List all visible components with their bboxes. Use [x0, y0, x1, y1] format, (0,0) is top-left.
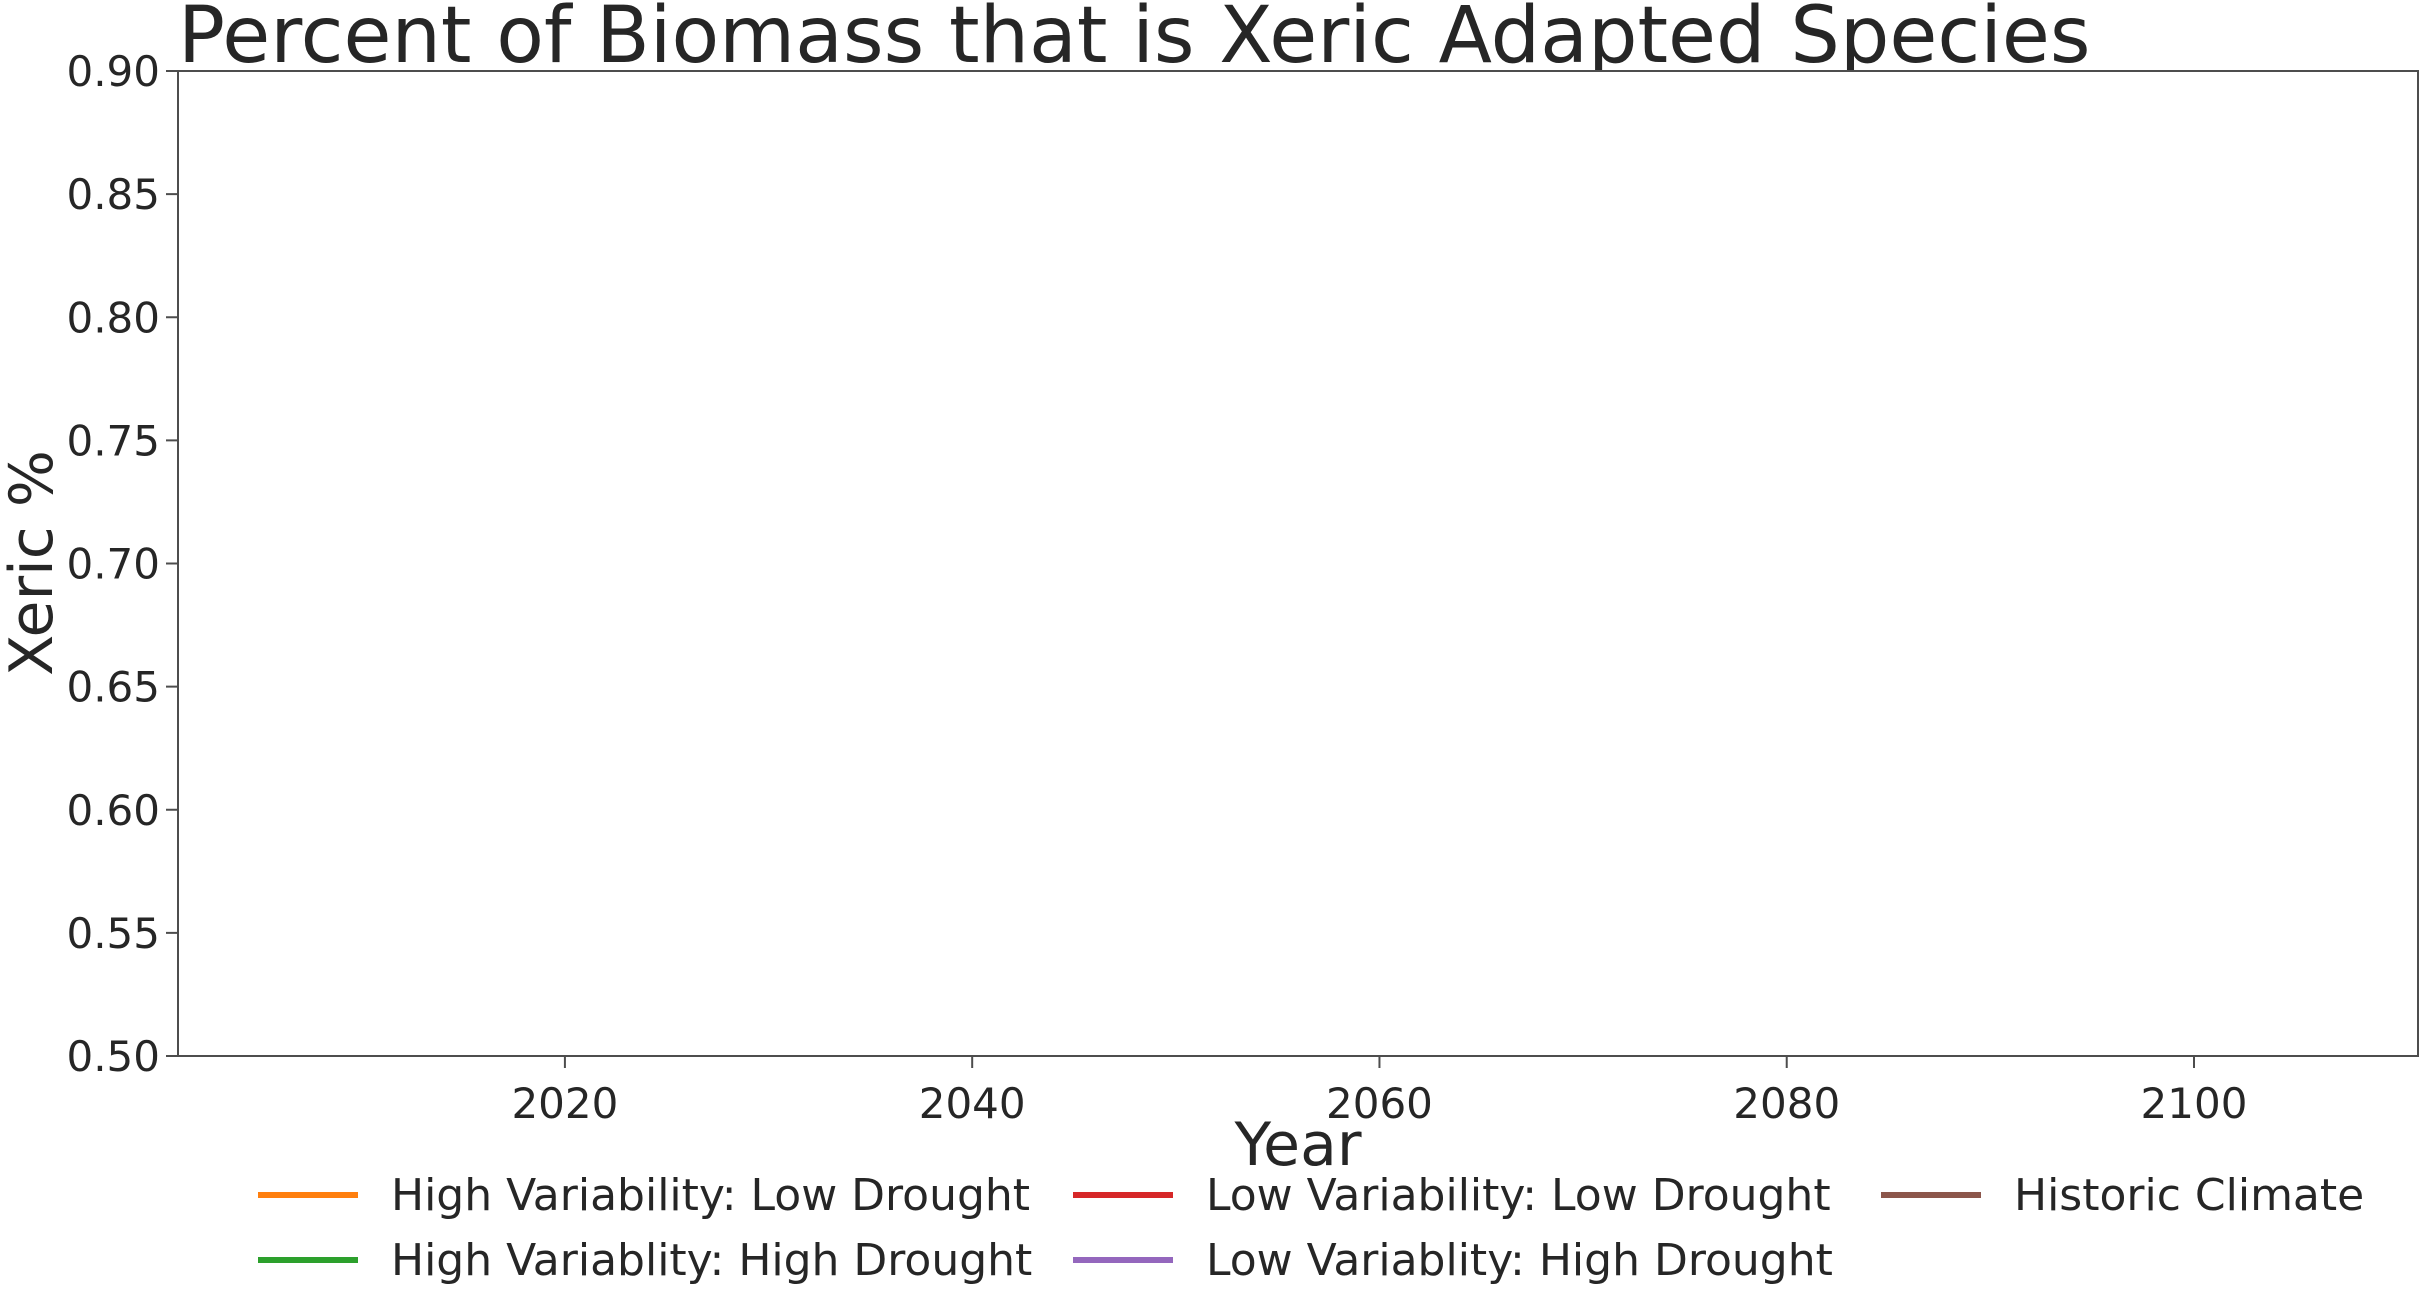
- y-tick-label: 0.50: [66, 1032, 160, 1081]
- legend: High Variability: Low Drought High Variab…: [258, 1170, 2364, 1286]
- chart-title: Percent of Biomass that is Xeric Adapted…: [178, 0, 2091, 81]
- y-axis: 0.50 0.55 0.60 0.65 0.70 0.75 0.80 0.85 0.90: [66, 47, 178, 1081]
- x-tick-label: 2080: [1733, 1079, 1840, 1128]
- legend-label: Low Variability: Low Drought: [1206, 1170, 1831, 1221]
- y-tick-label: 0.90: [66, 47, 160, 96]
- x-tick-label: 2100: [2141, 1079, 2248, 1128]
- y-tick-label: 0.65: [66, 663, 160, 712]
- plot-area: [177, 70, 2419, 1057]
- x-axis-label: Year: [1233, 1110, 1361, 1180]
- x-tick-label: 2020: [511, 1079, 618, 1128]
- legend-label: High Variability: Low Drought: [391, 1170, 1030, 1221]
- y-axis-label: Xeric %: [0, 450, 67, 676]
- x-tick-label: 2060: [1326, 1079, 1433, 1128]
- x-tick-label: 2040: [919, 1079, 1026, 1128]
- y-tick-label: 0.55: [66, 909, 160, 958]
- y-tick-label: 0.85: [66, 170, 160, 219]
- y-tick-label: 0.80: [66, 293, 160, 342]
- x-axis: 2020 2040 2060 2080 2100: [511, 1056, 2247, 1128]
- legend-label: Historic Climate: [2014, 1170, 2364, 1221]
- legend-label: Low Variablity: High Drought: [1206, 1235, 1833, 1286]
- y-tick-label: 0.60: [66, 786, 160, 835]
- y-tick-label: 0.75: [66, 416, 160, 465]
- y-tick-label: 0.70: [66, 540, 160, 589]
- legend-label: High Variablity: High Drought: [391, 1235, 1032, 1286]
